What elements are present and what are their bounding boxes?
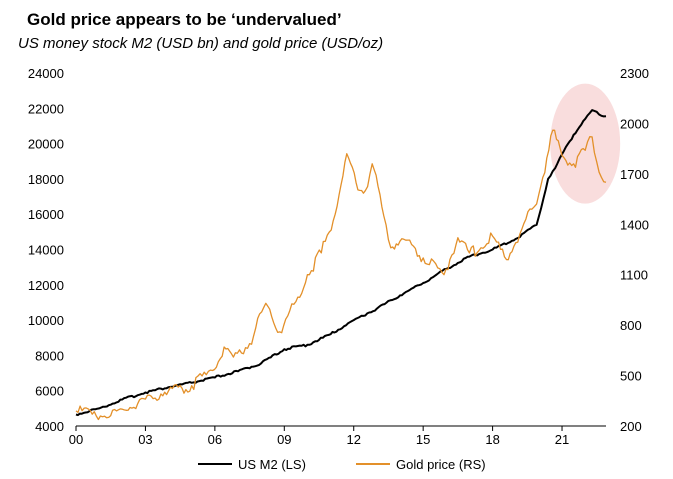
- series-line-gold-price: [75, 129, 607, 421]
- highlight-ellipse: [550, 83, 621, 204]
- x-tick-label: 09: [277, 432, 291, 447]
- y-right-tick-label: 2300: [620, 66, 649, 81]
- series-line-us-m2: [75, 109, 607, 417]
- x-tick-label: 21: [555, 432, 569, 447]
- y-right-tick-label: 1400: [620, 217, 649, 232]
- y-right-tick-label: 200: [620, 419, 642, 434]
- series-layer: [75, 109, 607, 421]
- y-left-tick-label: 22000: [28, 101, 64, 116]
- x-tick-label: 00: [69, 432, 83, 447]
- x-tick-label: 18: [485, 432, 499, 447]
- legend-label: US M2 (LS): [238, 457, 306, 472]
- highlight-layer: [550, 83, 621, 204]
- y-left-tick-label: 8000: [35, 348, 64, 363]
- y-left-tick-label: 18000: [28, 172, 64, 187]
- y-left-tick-label: 14000: [28, 243, 64, 258]
- y-right-tick-label: 500: [620, 369, 642, 384]
- legend-label: Gold price (RS): [396, 457, 486, 472]
- y-left-tick-label: 4000: [35, 419, 64, 434]
- y-right-tick-label: 1700: [620, 167, 649, 182]
- x-tick-label: 06: [208, 432, 222, 447]
- y-left-tick-label: 10000: [28, 313, 64, 328]
- chart-subtitle: US money stock M2 (USD bn) and gold pric…: [18, 35, 384, 52]
- x-tick-label: 03: [138, 432, 152, 447]
- y-right-tick-label: 2000: [620, 116, 649, 131]
- legend: US M2 (LS) Gold price (RS): [198, 457, 486, 472]
- y-left-tick-label: 24000: [28, 66, 64, 81]
- y-left-tick-label: 16000: [28, 207, 64, 222]
- x-tick-label: 15: [416, 432, 430, 447]
- y-left-tick-label: 20000: [28, 137, 64, 152]
- y-right-tick-label: 800: [620, 318, 642, 333]
- axes-layer: 00 03 06 09 12 15 18 21 4000 6000 8000 10000 12000 14…: [28, 66, 649, 447]
- y-right-tick-label: 1100: [620, 268, 648, 283]
- x-tick-label: 12: [346, 432, 360, 447]
- chart-title: Gold price appears to be ‘undervalued’: [27, 10, 342, 29]
- y-left-tick-label: 6000: [35, 384, 64, 399]
- y-left-tick-label: 12000: [28, 278, 64, 293]
